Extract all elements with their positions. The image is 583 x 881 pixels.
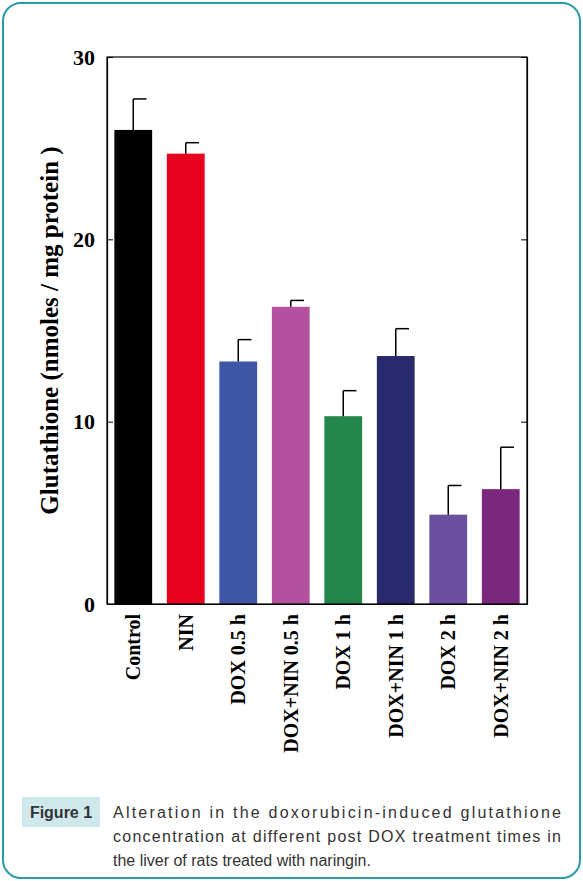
x-tick-label: DOX 1 h bbox=[332, 614, 354, 690]
x-tick: DOX 1 h bbox=[332, 604, 354, 690]
y-tick: 10 bbox=[73, 409, 113, 434]
x-tick-label: DOX+NIN 2 h bbox=[490, 614, 512, 738]
error-bar bbox=[448, 485, 461, 514]
bar bbox=[377, 356, 415, 604]
page-border bbox=[3, 3, 580, 878]
y-tick-mark bbox=[107, 239, 113, 240]
figure-label-box bbox=[22, 797, 100, 827]
figure: 0 10 20 30 Control NIN DOX 0.5 h DOX+NIN 0.5 h D… bbox=[0, 0, 583, 881]
error-stem bbox=[185, 143, 187, 154]
error-bar bbox=[186, 143, 199, 154]
y-tick-label: 10 bbox=[73, 409, 95, 434]
y-axis: 0 10 20 30 bbox=[73, 45, 113, 617]
x-tick: DOX 0.5 h bbox=[227, 604, 249, 705]
x-tick: DOX+NIN 1 h bbox=[385, 604, 407, 738]
error-stem bbox=[500, 447, 502, 489]
bar bbox=[482, 489, 520, 604]
bar bbox=[114, 130, 152, 604]
error-bar bbox=[238, 340, 251, 362]
x-tick: NIN bbox=[175, 604, 197, 651]
y-tick: 20 bbox=[73, 227, 113, 252]
error-bar bbox=[291, 300, 304, 306]
error-stem bbox=[133, 99, 135, 130]
y-tick-label: 20 bbox=[73, 227, 95, 252]
y-tick-mark bbox=[107, 422, 113, 423]
x-axis: Control NIN DOX 0.5 h DOX+NIN 0.5 h DOX 1 h D… bbox=[108, 604, 528, 753]
y-axis-right-line bbox=[527, 58, 528, 605]
error-cap bbox=[186, 142, 199, 144]
error-bar bbox=[133, 99, 146, 130]
x-tick-label: DOX 0.5 h bbox=[227, 614, 249, 705]
y-tick-mark-right bbox=[521, 57, 527, 58]
error-cap bbox=[343, 390, 356, 392]
error-cap bbox=[448, 485, 461, 487]
bar bbox=[219, 361, 257, 604]
y-tick-right bbox=[521, 422, 527, 423]
caption-line: concentration at different post DOX trea… bbox=[113, 828, 561, 845]
error-cap bbox=[291, 300, 304, 302]
y-tick-mark-right bbox=[521, 422, 527, 423]
y-tick-label: 0 bbox=[84, 592, 95, 617]
y-tick-right bbox=[521, 57, 527, 58]
y-tick-mark-right bbox=[521, 239, 527, 240]
x-tick: DOX+NIN 0.5 h bbox=[280, 604, 302, 753]
y-tick-label: 30 bbox=[73, 45, 95, 70]
error-stem bbox=[395, 329, 397, 356]
x-tick-label: DOX 2 h bbox=[437, 614, 459, 690]
error-cap bbox=[501, 446, 514, 448]
y-axis-title: Glutathione (nmoles / mg protein ) bbox=[36, 146, 64, 514]
error-stem bbox=[290, 300, 292, 306]
y-tick: 30 bbox=[73, 45, 113, 70]
x-tick: Control bbox=[122, 604, 144, 680]
caption: Alteration in the doxorubicin-induced gl… bbox=[113, 804, 561, 869]
y-axis-right bbox=[521, 58, 528, 605]
error-stem bbox=[343, 391, 345, 417]
x-tick-label: DOX+NIN 1 h bbox=[385, 614, 407, 738]
error-bar bbox=[501, 447, 514, 489]
plot-area bbox=[114, 99, 519, 604]
bar bbox=[272, 307, 310, 604]
x-tick: DOX+NIN 2 h bbox=[490, 604, 512, 738]
caption-line: Alteration in the doxorubicin-induced gl… bbox=[113, 804, 561, 821]
x-tick-label: Control bbox=[122, 614, 144, 681]
error-bar bbox=[396, 329, 409, 356]
x-tick-label: NIN bbox=[175, 613, 197, 650]
y-tick-mark bbox=[107, 57, 113, 58]
error-cap bbox=[133, 98, 146, 100]
bar bbox=[167, 154, 205, 604]
error-stem bbox=[448, 485, 450, 514]
x-axis-line bbox=[108, 604, 528, 605]
bar bbox=[324, 416, 362, 604]
error-bar bbox=[343, 391, 356, 417]
error-stem bbox=[238, 340, 240, 362]
bar bbox=[429, 515, 467, 604]
x-tick: DOX 2 h bbox=[437, 604, 459, 690]
figure-label: Figure 1 bbox=[30, 804, 92, 821]
x-tick-label: DOX+NIN 0.5 h bbox=[280, 614, 302, 753]
caption-line: the liver of rats treated with naringin. bbox=[113, 852, 371, 869]
y-tick-right bbox=[521, 239, 527, 240]
y-axis-line bbox=[107, 58, 108, 605]
error-cap bbox=[396, 328, 409, 330]
plot-frame bbox=[107, 57, 527, 604]
error-cap bbox=[238, 339, 251, 341]
